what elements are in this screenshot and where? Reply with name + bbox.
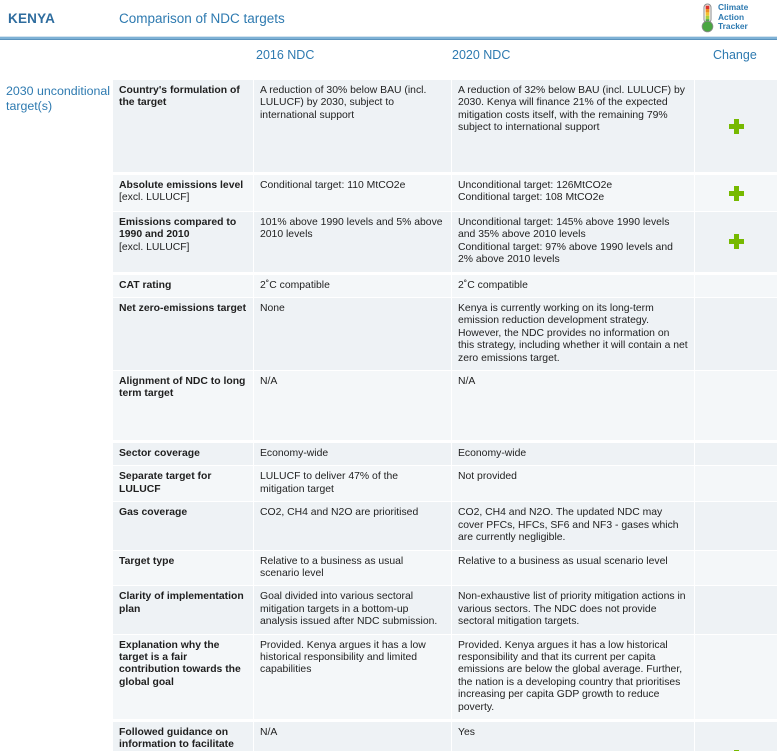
row-label: Target type [113, 550, 254, 586]
logo-line-1: Climate [718, 2, 749, 12]
cell-change [695, 502, 777, 549]
cell-change [695, 722, 777, 751]
cell-2020-ndc: N/A [452, 371, 695, 441]
logo-line-3: Tracker [718, 21, 748, 32]
table-row: Emissions compared to 1990 and 2010 [excl… [113, 212, 777, 275]
logo-wordmark: Climate Action Tracker [718, 2, 749, 32]
thermometer-icon [701, 3, 714, 33]
cell-2020-ndc: Non-exhaustive list of priority mitigati… [452, 586, 695, 634]
cell-2020-ndc: Not provided [452, 466, 695, 502]
row-label: Gas coverage [113, 502, 254, 550]
header-divider [0, 36, 777, 40]
table-row: Clarity of implementation plan Goal divid… [113, 586, 777, 635]
cell-2020-ndc: Unconditional target: 126MtCO2e Condition… [452, 175, 695, 211]
row-label: Clarity of implementation plan [113, 586, 254, 634]
table-row: Followed guidance on information to faci… [113, 721, 777, 751]
row-label: Followed guidance on information to faci… [113, 721, 254, 751]
page-title: Comparison of NDC targets [119, 11, 285, 26]
cell-2016-ndc: None [254, 298, 452, 371]
row-label: Net zero-emissions target [113, 298, 254, 371]
table-row: Absolute emissions level [excl. LULUCF] Co… [113, 175, 777, 212]
section-label-2030-unconditional-targets: 2030 unconditional target(s) [6, 84, 111, 113]
table-row: Alignment of NDC to long term target N/A N… [113, 371, 777, 444]
row-label: Explanation why the target is a fair con… [113, 634, 254, 719]
cell-2016-ndc: 2˚C compatible [254, 274, 452, 298]
column-header-change: Change [713, 48, 757, 62]
cell-2020-ndc: 2˚C compatible [452, 274, 695, 298]
cell-2016-ndc: LULUCF to deliver 47% of the mitigation … [254, 466, 452, 502]
cell-2020-ndc: A reduction of 32% below BAU (incl. LULU… [452, 80, 695, 172]
cell-change [695, 443, 777, 465]
row-label: Emissions compared to 1990 and 2010 [excl… [113, 212, 254, 272]
row-label: Absolute emissions level [excl. LULUCF] [113, 175, 254, 211]
column-header-2020-ndc: 2020 NDC [452, 48, 511, 62]
cell-2020-ndc: CO2, CH4 and N2O. The updated NDC may co… [452, 502, 695, 550]
cell-change [695, 466, 777, 501]
cell-2016-ndc: Conditional target: 110 MtCO2e [254, 175, 452, 211]
cell-2020-ndc: Kenya is currently working on its long-t… [452, 298, 695, 371]
page-header: KENYA Comparison of NDC targets Climate … [0, 0, 777, 37]
cell-change [695, 275, 777, 297]
row-label: Alignment of NDC to long term target [113, 371, 254, 441]
row-label: Separate target for LULUCF [113, 466, 254, 502]
cell-change [695, 371, 777, 440]
cell-2016-ndc: Goal divided into various sectoral mitig… [254, 586, 452, 634]
cell-2020-ndc: Provided. Kenya argues it has a low hist… [452, 634, 695, 719]
cell-change [695, 635, 777, 719]
row-label-sub: [excl. LULUCF] [119, 241, 190, 253]
cell-2016-ndc: Economy-wide [254, 443, 452, 466]
table-row: Gas coverage CO2, CH4 and N2O are priorit… [113, 502, 777, 551]
table-row: Target type Relative to a business as usu… [113, 550, 777, 587]
plus-icon [728, 185, 744, 201]
table-row: CAT rating 2˚C compatible 2˚C compatible [113, 274, 777, 299]
column-headers: 2016 NDC 2020 NDC Change [0, 48, 777, 70]
table-row: Separate target for LULUCF LULUCF to deli… [113, 466, 777, 503]
table-row: Sector coverage Economy-wide Economy-wide [113, 443, 777, 467]
cell-2016-ndc: Provided. Kenya argues it has a low hist… [254, 634, 452, 719]
cell-2020-ndc: Unconditional target: 145% above 1990 le… [452, 212, 695, 272]
column-header-2016-ndc: 2016 NDC [256, 48, 315, 62]
row-label: Country's formulation of the target [113, 80, 254, 172]
cell-change [695, 586, 777, 633]
cell-change [695, 551, 777, 586]
row-label-sub: [excl. LULUCF] [119, 192, 190, 204]
table-row: Explanation why the target is a fair con… [113, 634, 777, 722]
cell-change [695, 212, 777, 272]
cell-2020-ndc: Economy-wide [452, 443, 695, 466]
plus-icon [728, 234, 744, 250]
cell-2020-ndc: Yes [452, 721, 695, 751]
plus-icon [728, 118, 744, 134]
table-row: Net zero-emissions target None Kenya is cu… [113, 298, 777, 372]
logo-line-2: Action [718, 11, 745, 22]
cell-2016-ndc: Relative to a business as usual scenario… [254, 550, 452, 586]
cell-2016-ndc: N/A [254, 371, 452, 441]
country-name: KENYA [8, 11, 56, 26]
cell-change [695, 80, 777, 172]
cell-2016-ndc: N/A [254, 721, 452, 751]
cell-change [695, 298, 777, 370]
cell-2020-ndc: Relative to a business as usual scenario… [452, 550, 695, 586]
cell-change [695, 175, 777, 211]
cell-2016-ndc: 101% above 1990 levels and 5% above 2010… [254, 212, 452, 272]
ndc-comparison-table: Country's formulation of the target A red… [113, 80, 777, 751]
cell-2016-ndc: A reduction of 30% below BAU (incl. LULU… [254, 80, 452, 172]
table-row: Country's formulation of the target A red… [113, 80, 777, 175]
row-label: Sector coverage [113, 443, 254, 466]
cell-2016-ndc: CO2, CH4 and N2O are prioritised [254, 502, 452, 550]
climate-action-tracker-logo: Climate Action Tracker [697, 2, 773, 34]
row-label: CAT rating [113, 274, 254, 298]
